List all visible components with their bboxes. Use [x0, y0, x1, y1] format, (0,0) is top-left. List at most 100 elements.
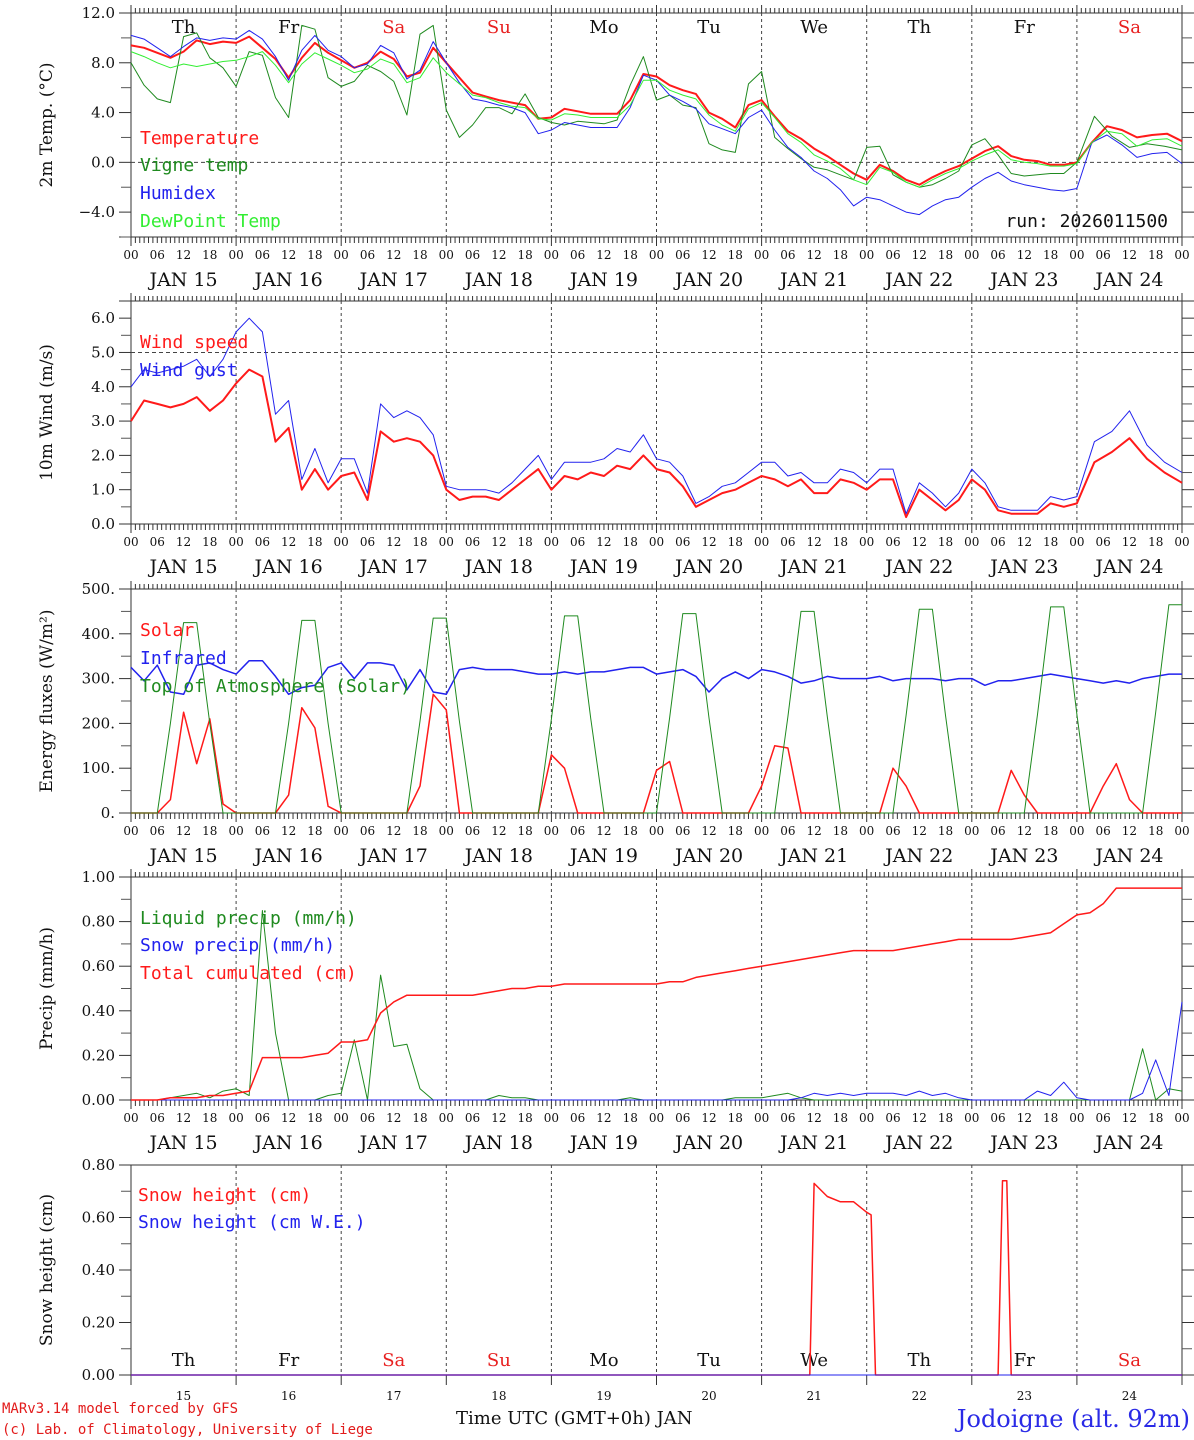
x-hour-label: 18 — [412, 1111, 427, 1125]
x-hour-label: 06 — [675, 248, 690, 262]
y-tick-label: 8.0 — [91, 54, 115, 72]
weekday-label: Fr — [1014, 17, 1035, 38]
series-line-temperature — [130, 35, 1183, 186]
x-date-label: JAN 16 — [253, 556, 323, 578]
series-line-total-cumulated-cm — [131, 887, 1182, 1101]
x-hour-label: 18 — [307, 248, 322, 262]
x-hour-label: 06 — [255, 1111, 270, 1125]
x-date-label: JAN 24 — [1093, 556, 1163, 578]
y-tick-label: 0.40 — [82, 1261, 115, 1279]
x-hour-label: 06 — [675, 535, 690, 549]
weekday-label: Sa — [382, 1350, 405, 1371]
x-hour-label: 12 — [912, 824, 927, 838]
x-hour-label: 00 — [754, 824, 769, 838]
legend-snow-height-we: Snow height (cm W.E.) — [138, 1212, 366, 1233]
weekday-label: Sa — [382, 17, 405, 38]
x-hour-label: 18 — [728, 824, 743, 838]
x-hour-label: 12 — [701, 1111, 716, 1125]
x-hour-label: 06 — [465, 824, 480, 838]
x-day-number: 16 — [281, 1389, 296, 1403]
x-hour-label: 18 — [412, 248, 427, 262]
y-axis-title: 10m Wind (m/s) — [37, 344, 57, 481]
x-date-label: JAN 19 — [568, 1132, 638, 1154]
x-hour-label: 00 — [439, 535, 454, 549]
x-hour-label: 12 — [1017, 1111, 1032, 1125]
x-date-label: JAN 22 — [883, 845, 953, 867]
x-hour-label: 12 — [596, 824, 611, 838]
x-hour-label: 06 — [570, 824, 585, 838]
y-tick-label: 0.80 — [82, 1156, 115, 1174]
x-hour-label: 12 — [176, 1111, 191, 1125]
x-hour-label: 12 — [807, 535, 822, 549]
x-day-number: 24 — [1122, 1389, 1138, 1403]
x-hour-label: 00 — [123, 535, 138, 549]
x-hour-label: 12 — [912, 535, 927, 549]
panels: 12.0 8.0 4.0 0.0 −4.0 2m Temp. (°C) 00 06 12 18 JA… — [37, 4, 1194, 1403]
x-date-label: JAN 16 — [253, 269, 323, 291]
legend-humidex: Humidex — [140, 183, 216, 204]
x-hour-label: 06 — [360, 1111, 375, 1125]
x-hour-label: 00 — [544, 824, 559, 838]
legend-infrared: Infrared — [140, 648, 227, 669]
x-hour-label: 18 — [728, 1111, 743, 1125]
x-hour-label: 18 — [202, 824, 217, 838]
series-line-humidex — [130, 29, 1183, 216]
x-hour-label: 18 — [1043, 248, 1058, 262]
y-tick-label: 6.0 — [91, 309, 115, 327]
x-date-label: JAN 15 — [147, 269, 217, 291]
weekday-label: Mo — [589, 17, 618, 38]
x-hour-label: 12 — [596, 1111, 611, 1125]
x-day-number: 15 — [176, 1389, 191, 1403]
x-hour-label: 18 — [517, 824, 532, 838]
x-hour-label: 18 — [1148, 1111, 1163, 1125]
x-hour-label: 18 — [938, 248, 953, 262]
y-tick-label: 0.60 — [82, 957, 115, 975]
x-hour-label: 18 — [728, 535, 743, 549]
x-hour-label: 00 — [123, 1111, 138, 1125]
x-hour-label: 12 — [176, 248, 191, 262]
x-hour-label: 06 — [570, 535, 585, 549]
legend-snow-height: Snow height (cm) — [138, 1185, 311, 1206]
legend-snow-precip: Snow precip (mm/h) — [140, 935, 335, 956]
x-hour-label: 00 — [964, 1111, 979, 1125]
x-hour-label: 18 — [833, 535, 848, 549]
x-hour-label: 06 — [150, 824, 165, 838]
x-hour-label: 06 — [255, 248, 270, 262]
x-hour-label: 18 — [517, 535, 532, 549]
x-hour-label: 00 — [859, 824, 874, 838]
x-hour-label: 06 — [150, 248, 165, 262]
x-hour-label: 18 — [728, 248, 743, 262]
x-date-label: JAN 20 — [673, 1132, 743, 1154]
x-hour-label: 06 — [1096, 535, 1111, 549]
x-hour-label: 06 — [780, 248, 795, 262]
series-line-snow-precip-mm-h — [131, 1001, 1183, 1101]
x-hour-label: 18 — [1043, 824, 1058, 838]
x-date-label: JAN 24 — [1093, 269, 1163, 291]
x-hour-label: 06 — [780, 1111, 795, 1125]
x-hour-label: 12 — [491, 248, 506, 262]
y-tick-label: 0.60 — [82, 1209, 115, 1227]
x-hour-label: 00 — [334, 535, 349, 549]
x-hour-label: 12 — [386, 824, 401, 838]
weekday-label: We — [800, 17, 828, 38]
x-hour-label: 06 — [675, 824, 690, 838]
x-date-label: JAN 22 — [883, 1132, 953, 1154]
x-day-number: 20 — [701, 1389, 716, 1403]
x-hour-label: 12 — [386, 1111, 401, 1125]
x-hour-label: 00 — [228, 824, 243, 838]
panel-energy: 500. 400. 300. 200. 100. 0. Energy fluxes (W/m… — [37, 580, 1194, 867]
x-hour-label: 00 — [228, 248, 243, 262]
y-tick-label: 300. — [82, 670, 115, 688]
x-hour-label: 18 — [307, 535, 322, 549]
x-hour-label: 06 — [990, 824, 1005, 838]
x-hour-label: 00 — [1174, 535, 1189, 549]
x-hour-label: 00 — [964, 824, 979, 838]
x-hour-label: 06 — [1096, 824, 1111, 838]
x-hour-label: 12 — [176, 535, 191, 549]
weekday-label: Tu — [697, 17, 721, 38]
x-date-label: JAN 15 — [147, 845, 217, 867]
weekday-label: Fr — [1014, 1350, 1035, 1371]
x-hour-label: 12 — [281, 1111, 296, 1125]
x-date-label: JAN 24 — [1093, 845, 1163, 867]
